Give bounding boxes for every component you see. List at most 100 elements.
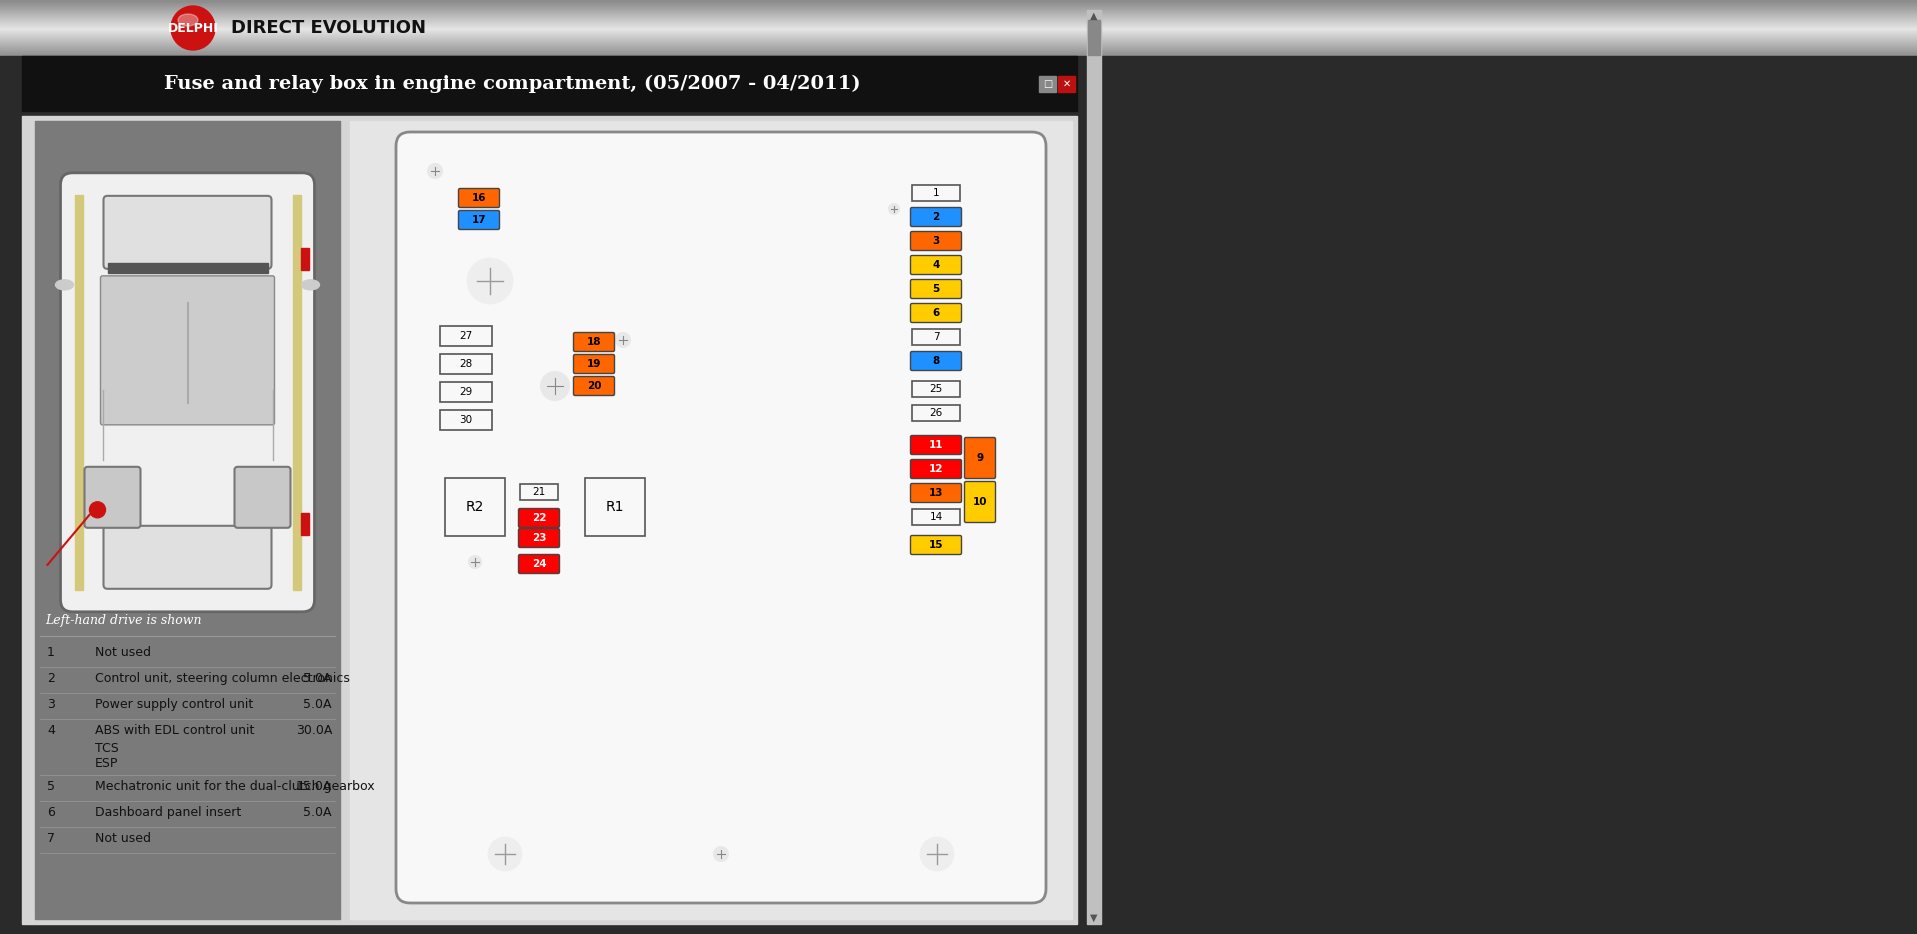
Text: R1: R1 (606, 500, 625, 514)
Text: 7: 7 (934, 332, 939, 342)
Bar (0, 31, 1917, 32)
Bar (1058, 76, 1075, 92)
Ellipse shape (178, 14, 197, 26)
FancyBboxPatch shape (573, 333, 615, 351)
Bar (441, 382, 493, 402)
Bar (0, 17, 1917, 18)
Circle shape (171, 6, 215, 50)
Text: Power supply control unit: Power supply control unit (96, 698, 253, 711)
Bar (0, 35, 1917, 36)
Bar (0, 24, 1917, 25)
Bar (520, 484, 558, 500)
Text: 23: 23 (531, 533, 546, 543)
FancyBboxPatch shape (84, 467, 140, 528)
Text: 5: 5 (48, 780, 56, 793)
Text: 21: 21 (533, 487, 546, 497)
Bar (0, 41, 1917, 42)
Bar (301, 248, 309, 270)
Text: 30.0A: 30.0A (295, 724, 332, 737)
Bar (0, 39, 1917, 40)
Circle shape (427, 164, 443, 178)
FancyBboxPatch shape (964, 437, 995, 478)
FancyBboxPatch shape (518, 529, 560, 547)
Text: Left-hand drive is shown: Left-hand drive is shown (44, 614, 201, 627)
Bar (0, 21, 1917, 22)
Text: 2: 2 (48, 672, 56, 685)
Circle shape (615, 333, 631, 347)
FancyBboxPatch shape (104, 196, 272, 269)
Text: ▼: ▼ (1091, 913, 1098, 923)
Bar (0, 40, 1917, 41)
FancyBboxPatch shape (964, 482, 995, 522)
Bar (1039, 76, 1056, 92)
Bar (912, 405, 960, 421)
Circle shape (90, 502, 105, 517)
Text: 16: 16 (472, 193, 487, 203)
Bar (0, 14, 1917, 15)
Circle shape (470, 556, 481, 568)
Bar (0, 47, 1917, 48)
Text: 30: 30 (460, 415, 473, 425)
Bar (301, 513, 309, 535)
Bar (0, 45, 1917, 46)
Text: 8: 8 (932, 356, 939, 366)
Bar (0, 23, 1917, 24)
Bar (1089, 20, 1100, 55)
FancyBboxPatch shape (911, 460, 962, 478)
Text: TCS: TCS (96, 742, 119, 755)
FancyBboxPatch shape (397, 132, 1047, 903)
Text: 14: 14 (930, 512, 943, 522)
Text: 27: 27 (460, 331, 473, 341)
Text: Control unit, steering column electronics: Control unit, steering column electronic… (96, 672, 351, 685)
Bar (0, 53, 1917, 54)
Bar (0, 9, 1917, 10)
Bar (0, 38, 1917, 39)
Bar (912, 329, 960, 345)
Text: 9: 9 (976, 453, 983, 463)
Bar (351, 121, 1072, 919)
FancyBboxPatch shape (911, 279, 962, 299)
Bar (0, 11, 1917, 12)
Bar (21, 116, 1077, 924)
Text: Mechatronic unit for the dual-clutch gearbox: Mechatronic unit for the dual-clutch gea… (96, 780, 374, 793)
FancyBboxPatch shape (458, 210, 500, 230)
Text: 25: 25 (930, 384, 943, 394)
FancyBboxPatch shape (911, 351, 962, 371)
FancyBboxPatch shape (911, 484, 962, 502)
Text: 3: 3 (48, 698, 56, 711)
Text: ABS with EDL control unit: ABS with EDL control unit (96, 724, 255, 737)
Bar (912, 185, 960, 201)
Bar (0, 51, 1917, 52)
Bar (0, 36, 1917, 37)
Text: 7: 7 (48, 832, 56, 844)
Bar (107, 262, 268, 273)
Text: 11: 11 (928, 440, 943, 450)
Text: Dashboard panel insert: Dashboard panel insert (96, 806, 242, 819)
FancyBboxPatch shape (911, 256, 962, 275)
Text: 22: 22 (531, 513, 546, 523)
FancyBboxPatch shape (61, 173, 314, 612)
Text: 5.0A: 5.0A (303, 806, 332, 819)
Bar (0, 26, 1917, 27)
Bar (0, 42, 1917, 43)
Circle shape (489, 838, 521, 870)
Ellipse shape (301, 280, 320, 290)
Text: 6: 6 (932, 308, 939, 318)
Text: 13: 13 (928, 488, 943, 498)
FancyBboxPatch shape (911, 535, 962, 555)
Bar (0, 20, 1917, 21)
Text: 26: 26 (930, 408, 943, 418)
Text: 5.0A: 5.0A (303, 698, 332, 711)
Circle shape (920, 838, 953, 870)
Text: 29: 29 (460, 387, 473, 397)
Circle shape (468, 259, 512, 303)
Bar (0, 34, 1917, 35)
Bar (75, 195, 82, 589)
Bar (0, 22, 1917, 23)
Bar (0, 6, 1917, 7)
Bar (445, 478, 504, 536)
Bar (0, 3, 1917, 4)
Bar (585, 478, 644, 536)
Bar (0, 5, 1917, 6)
Bar (0, 2, 1917, 3)
